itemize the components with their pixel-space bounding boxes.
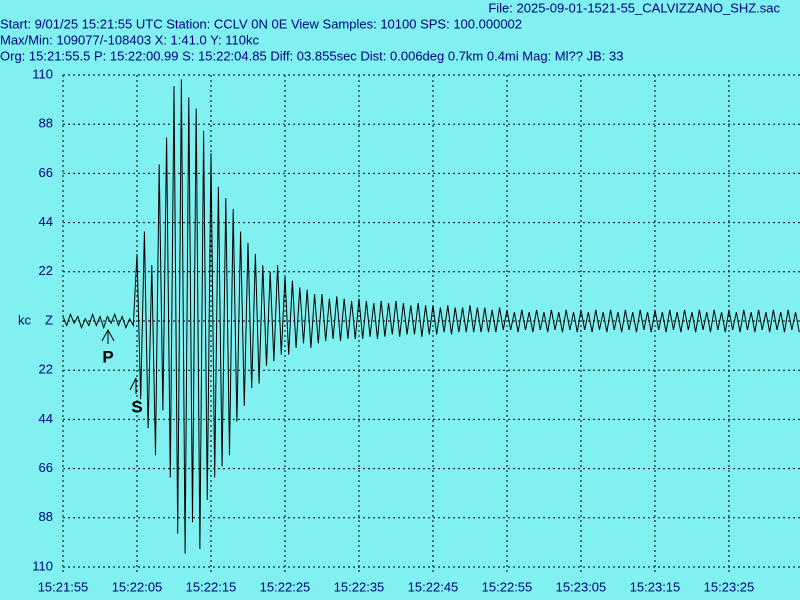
x-tick-label: 15:22:15: [186, 579, 237, 594]
y-tick-label: 44: [39, 411, 53, 426]
y-tick-label: 66: [39, 165, 53, 180]
y-axis-label: kc: [18, 312, 32, 327]
x-tick-label: 15:23:25: [704, 579, 755, 594]
x-tick-label: 15:21:55: [38, 579, 89, 594]
y-tick-label: 110: [32, 558, 53, 573]
y-tick-label: 22: [39, 263, 53, 278]
y-tick-label: 88: [39, 509, 53, 524]
max-min-info: Max/Min: 109077/-108403 X: 1:41.0 Y: 110…: [0, 32, 259, 47]
x-tick-label: 15:22:35: [334, 579, 385, 594]
x-tick-label: 15:23:15: [630, 579, 681, 594]
x-tick-label: 15:23:05: [556, 579, 607, 594]
s-arrow: [129, 377, 137, 394]
x-tick-label: 15:22:55: [482, 579, 533, 594]
p-pick: P: [102, 347, 113, 366]
y-tick-label: 88: [39, 116, 53, 131]
p-arrow: [101, 328, 115, 344]
origin-info: Org: 15:21:55.5 P: 15:22:00.99 S: 15:22:…: [0, 48, 623, 63]
x-tick-label: 15:22:45: [408, 579, 459, 594]
y-tick-label: 44: [39, 214, 53, 229]
y-tick-label: 110: [32, 66, 53, 81]
start-info: Start: 9/01/25 15:21:55 UTC Station: CCL…: [0, 16, 522, 31]
y-tick-label: 22: [39, 362, 53, 377]
y-tick-label: Z: [45, 312, 53, 327]
file-name: File: 2025-09-01-1521-55_CALVIZZANO_SHZ.…: [488, 0, 780, 15]
waveform: [63, 79, 800, 554]
x-tick-label: 15:22:25: [260, 579, 311, 594]
y-tick-label: 66: [39, 460, 53, 475]
x-tick-label: 15:22:05: [112, 579, 163, 594]
